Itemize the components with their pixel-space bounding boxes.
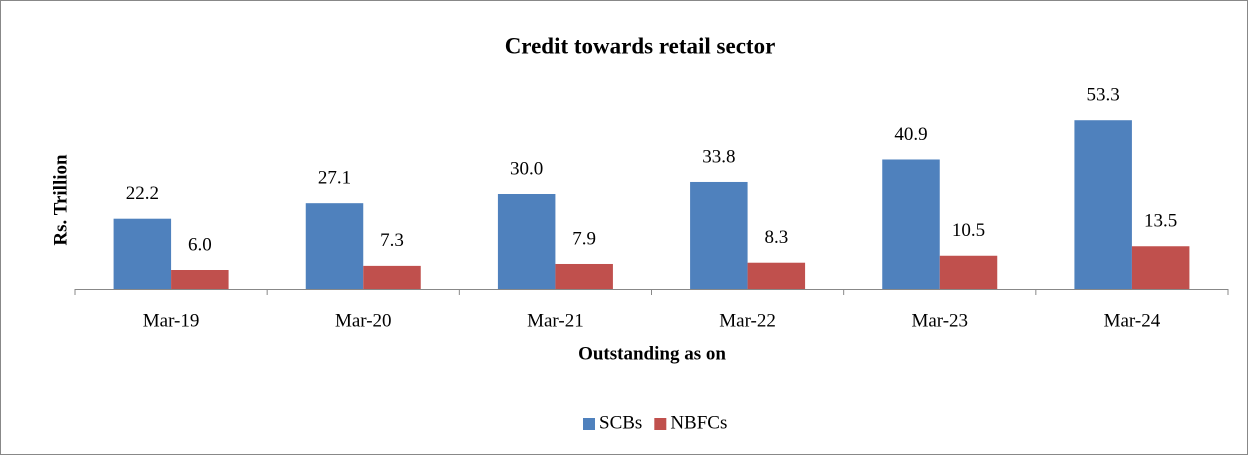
bar xyxy=(171,270,229,289)
value-label: 27.1 xyxy=(318,168,351,189)
x-tick-label: Mar-19 xyxy=(143,310,200,331)
chart-title: Credit towards retail sector xyxy=(505,33,776,58)
bar xyxy=(882,159,940,289)
bar xyxy=(305,203,364,289)
x-tick-label: Mar-20 xyxy=(335,310,392,331)
value-label: 33.8 xyxy=(702,146,735,167)
legend-swatch xyxy=(583,418,595,430)
bar xyxy=(497,194,556,289)
bar xyxy=(747,262,806,289)
bar xyxy=(1074,120,1132,289)
bar xyxy=(113,218,172,289)
legend-swatch xyxy=(654,418,667,430)
x-tick-label: Mar-22 xyxy=(719,310,776,331)
legend-label: NBFCs xyxy=(670,412,727,433)
value-label: 30.0 xyxy=(510,158,543,179)
y-axis-title: Rs. Trillion xyxy=(50,154,71,246)
value-label: 6.0 xyxy=(188,234,212,255)
value-label: 53.3 xyxy=(1087,85,1120,106)
value-label: 7.3 xyxy=(380,230,404,251)
x-tick-label: Mar-23 xyxy=(911,310,968,331)
value-label: 40.9 xyxy=(894,124,927,145)
bar xyxy=(939,255,998,289)
x-tick-label: Mar-24 xyxy=(1104,310,1161,331)
value-label: 8.3 xyxy=(764,227,788,248)
value-label: 22.2 xyxy=(126,183,159,204)
value-label: 10.5 xyxy=(952,220,985,241)
bar xyxy=(1131,246,1190,289)
value-label: 13.5 xyxy=(1144,211,1177,232)
legend-label: SCBs xyxy=(599,412,642,433)
bar xyxy=(555,263,613,289)
bar xyxy=(363,265,421,289)
x-axis-title: Outstanding as on xyxy=(578,343,726,364)
value-label: 7.9 xyxy=(572,228,596,249)
bar xyxy=(690,181,748,289)
x-tick-label: Mar-21 xyxy=(527,310,584,331)
